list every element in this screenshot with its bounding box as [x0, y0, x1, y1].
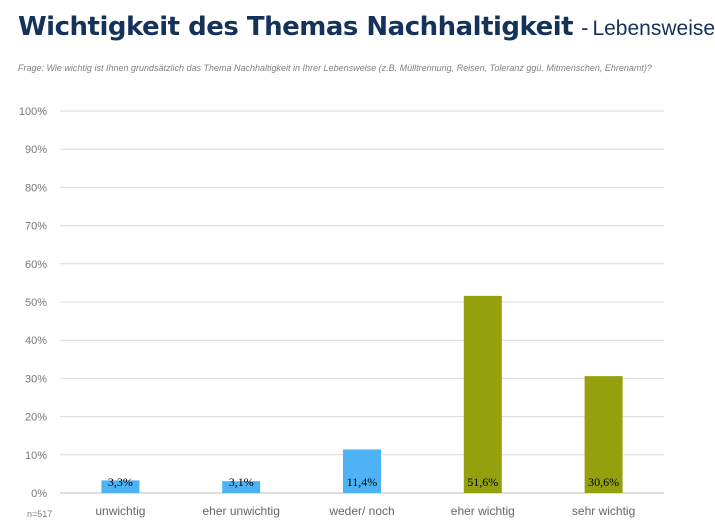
bar	[222, 481, 261, 493]
x-tick-label: sehr wichtig	[572, 504, 635, 518]
bar	[343, 449, 381, 493]
y-tick-label: 70%	[25, 221, 47, 233]
data-label: 11,4%	[347, 475, 378, 489]
title-row: Wichtigkeit des Themas Nachhaltigkeit - Le…	[18, 12, 715, 42]
y-tick-label: 80%	[25, 182, 47, 194]
sample-size: n=517	[27, 509, 53, 519]
y-tick-label: 30%	[25, 373, 47, 385]
x-tick-label: eher wichtig	[451, 504, 515, 518]
chart-title: Wichtigkeit des Themas Nachhaltigkeit	[18, 12, 574, 42]
y-tick-label: 90%	[25, 144, 47, 156]
x-tick-label: weder/ noch	[328, 504, 394, 518]
bar	[463, 295, 502, 493]
y-tick-label: 40%	[25, 335, 47, 347]
y-tick-label: 20%	[25, 412, 47, 424]
data-label: 3,1%	[229, 475, 254, 489]
bar	[584, 376, 623, 493]
survey-question: Frage: Wie wichtig ist Ihnen grundsätzli…	[18, 63, 652, 73]
y-tick-label: 10%	[25, 450, 47, 462]
bar	[101, 480, 140, 493]
x-tick-label: unwichtig	[95, 504, 145, 518]
y-tick-label: 50%	[25, 297, 47, 309]
x-tick-label: eher unwichtig	[203, 504, 280, 518]
y-tick-label: 60%	[25, 259, 47, 271]
y-tick-label: 100%	[19, 106, 47, 118]
data-label: 51,6%	[467, 475, 498, 489]
chart-subtitle: Lebensweise	[592, 17, 715, 40]
title-separator: -	[581, 15, 589, 40]
y-tick-label: 0%	[31, 488, 47, 500]
data-label: 30,6%	[588, 475, 619, 489]
data-label: 3,3%	[108, 475, 133, 489]
